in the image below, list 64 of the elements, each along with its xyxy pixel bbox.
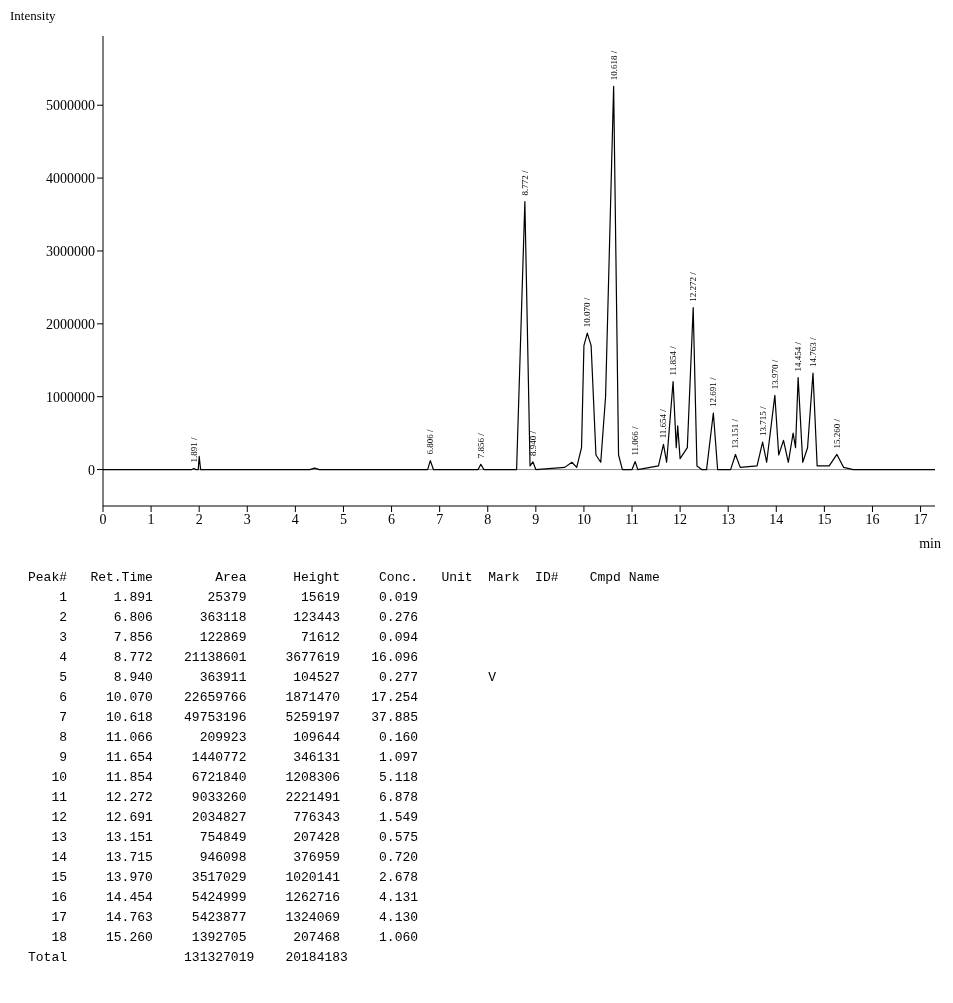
y-tick-label: 0 (88, 462, 95, 478)
text: 12 12.691 2034827 776343 1.549 (50, 809, 420, 827)
text: 2 6.806 363118 123443 0.276 (58, 609, 420, 627)
text: 4 8.772 21138601 3677619 16.096 (58, 649, 420, 667)
x-axis-title: min (919, 536, 941, 552)
annotation: 10.618 / (608, 50, 619, 81)
y-tick-label: 5000000 (46, 98, 95, 114)
annotation: 12.691 / (708, 377, 719, 407)
annotation: 8.772 / (519, 170, 530, 196)
x-tick-label: 14 (769, 511, 784, 527)
y-tick-label: 2000000 (46, 316, 95, 332)
x-tick-label: 2 (195, 511, 203, 527)
annotation: 12.272 / (688, 271, 699, 302)
text: 18 15.260 1392705 207468 1.060 (50, 929, 420, 947)
x-tick-label: 8 (484, 511, 492, 527)
text: 14 13.715 946098 376959 0.720 (50, 849, 420, 867)
text: 15 13.970 3517029 1020141 2.678 (50, 869, 420, 887)
x-tick-label: 17 (913, 511, 928, 527)
annotation: 8.940 / (527, 430, 538, 456)
x-tick-label: 10 (576, 511, 591, 527)
x-tick-label: 12 (673, 511, 688, 527)
x-tick-label: 1 (147, 511, 155, 527)
x-tick-label: 0 (99, 511, 107, 527)
text: 3 7.856 122869 71612 0.094 (58, 629, 420, 647)
annotation: 7.856 / (475, 432, 486, 459)
text: 13 13.151 754849 207428 0.575 (50, 829, 420, 847)
annotation: 11.854 / (668, 345, 679, 376)
text: 11 12.272 9033260 2221491 6.878 (50, 789, 420, 807)
annotation: 14.454 / (793, 341, 804, 372)
text: Peak# Ret.Time Area Height Conc. Unit Mark ID# Cmpd Name (28, 569, 661, 587)
x-tick-label: 13 (721, 511, 736, 527)
text: 6 10.070 22659766 1871470 17.254 (58, 689, 420, 707)
text: 10 11.854 6721840 1208306 5.118 (50, 769, 420, 787)
annotation: 6.806 / (425, 429, 436, 455)
y-tick-label: 4000000 (46, 171, 95, 187)
text: Total 131327019 20184183 (28, 949, 349, 967)
y-tick-label: 3000000 (46, 243, 95, 259)
x-tick-label: 15 (817, 511, 832, 527)
annotation: 15.260 / (831, 418, 842, 449)
annotation: 1.891 / (188, 436, 199, 463)
annotation: 10.070 / (582, 297, 593, 328)
annotation: 13.715 / (757, 406, 768, 437)
x-tick-label: 7 (436, 511, 444, 527)
text: 8 11.066 209923 109644 0.160 (58, 729, 420, 747)
y-axis-title: Intensity (10, 8, 56, 24)
y-tick-label: 1000000 (46, 389, 95, 405)
x-tick-label: 6 (388, 511, 396, 527)
text: 7 10.618 49753196 5259197 37.885 (58, 709, 420, 727)
text: 17 14.763 5423877 1324069 4.130 (50, 909, 420, 927)
annotation: 13.151 / (730, 418, 741, 449)
annotation: 11.654 / (658, 408, 669, 439)
text: 16 14.454 5424999 1262716 4.131 (50, 889, 420, 907)
annotation: 14.763 / (807, 337, 818, 368)
text: 9 11.654 1440772 346131 1.097 (58, 749, 420, 767)
annotation: 13.970 / (769, 359, 780, 390)
x-tick-label: 16 (865, 511, 880, 527)
annotation: 11.066 / (630, 425, 641, 456)
text: 5 8.940 363911 104527 0.277 V (58, 669, 498, 687)
x-tick-label: 9 (532, 511, 540, 527)
x-tick-label: 11 (625, 511, 639, 527)
x-tick-label: 3 (243, 511, 251, 527)
text: 1 1.891 25379 15619 0.019 (58, 589, 420, 607)
x-tick-label: 5 (339, 511, 347, 527)
x-tick-label: 4 (291, 511, 299, 527)
